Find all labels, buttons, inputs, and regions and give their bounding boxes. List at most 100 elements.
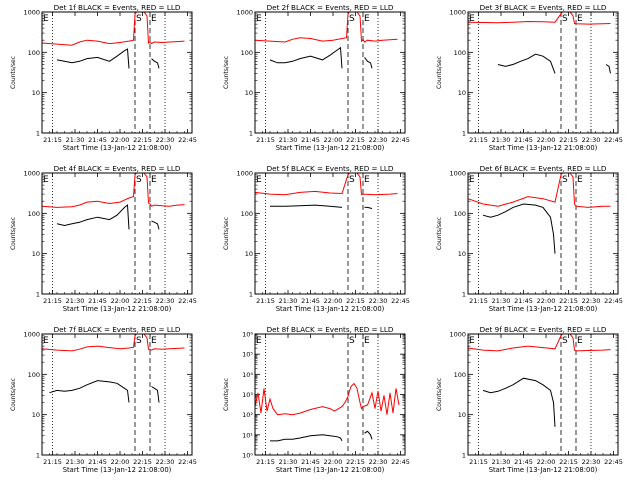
- x-tick-label: 22:30: [582, 458, 601, 466]
- y-tick-label: 100: [28, 210, 40, 218]
- x-tick-label: 21:30: [492, 136, 511, 144]
- x-tick-label: 21:30: [492, 458, 511, 466]
- y-tick-label: 100: [454, 49, 466, 57]
- x-tick-label: 22:45: [391, 297, 410, 305]
- lld-series-line: [254, 382, 400, 416]
- y-tick-label: 1000: [23, 170, 40, 178]
- events-series-line: [482, 203, 556, 254]
- lld-series-line: [254, 172, 398, 196]
- plot-frame: [467, 333, 619, 456]
- x-tick-label: 22:15: [559, 297, 578, 305]
- y-tick-label: 10: [458, 250, 466, 258]
- x-tick-label: 21:30: [279, 458, 298, 466]
- interval-marker-E: E: [256, 14, 262, 24]
- panel-title: Det 9f BLACK = Events, RED = LLD: [480, 325, 607, 334]
- y-tick-label: 10: [245, 89, 253, 97]
- interval-marker-S: S: [562, 336, 568, 346]
- events-series-line: [482, 377, 556, 427]
- x-tick-label: 22:30: [369, 136, 388, 144]
- panel-title: Det 5f BLACK = Events, RED = LLD: [267, 164, 394, 173]
- interval-marker-E: E: [577, 175, 583, 185]
- x-axis-label: Start Time (13-Jan-12 21:08:00): [489, 466, 598, 474]
- x-tick-label: 21:30: [66, 458, 85, 466]
- x-tick-label: 22:15: [559, 136, 578, 144]
- y-tick-label: 10¹: [242, 431, 253, 439]
- x-tick-label: 21:30: [279, 136, 298, 144]
- events-series-line: [56, 204, 130, 230]
- x-tick-label: 22:00: [324, 458, 343, 466]
- x-tick-label: 22:30: [156, 136, 175, 144]
- interval-marker-S: S: [136, 14, 142, 24]
- lld-series-line: [254, 11, 398, 43]
- x-tick-label: 22:45: [178, 458, 197, 466]
- y-axis-label: Counts/sec: [223, 378, 230, 411]
- x-tick-label: 21:15: [469, 136, 488, 144]
- plot-frame: [41, 333, 193, 456]
- interval-marker-E: E: [256, 336, 262, 346]
- x-tick-label: 21:45: [301, 136, 320, 144]
- x-tick-label: 22:00: [537, 458, 556, 466]
- y-tick-label: 10: [458, 89, 466, 97]
- lld-series-line: [41, 172, 185, 208]
- x-axis-label: Start Time (13-Jan-12 21:08:00): [276, 466, 385, 474]
- y-tick-label: 10: [458, 411, 466, 419]
- y-tick-label: 1000: [236, 9, 253, 17]
- x-tick-label: 22:45: [178, 136, 197, 144]
- y-axis-label: Counts/sec: [10, 56, 17, 89]
- x-tick-label: 21:15: [43, 297, 62, 305]
- panel-title: Det 6f BLACK = Events, RED = LLD: [480, 164, 607, 173]
- y-tick-label: 10⁴: [242, 371, 253, 379]
- x-tick-label: 22:15: [346, 136, 365, 144]
- panel-title: Det 3f BLACK = Events, RED = LLD: [480, 3, 607, 12]
- plot-frame: [467, 172, 619, 295]
- x-tick-label: 21:45: [514, 297, 533, 305]
- panel-title: Det 7f BLACK = Events, RED = LLD: [54, 325, 181, 334]
- y-tick-label: 1: [36, 452, 40, 460]
- y-tick-label: 100: [241, 49, 253, 57]
- panel-det-6: Det 6f BLACK = Events, RED = LLD Counts/s…: [436, 164, 623, 313]
- lld-series-line: [467, 11, 611, 25]
- panel-det-2: Det 2f BLACK = Events, RED = LLD Counts/s…: [223, 3, 410, 152]
- x-tick-label: 22:15: [133, 458, 152, 466]
- events-series-line: [605, 64, 611, 74]
- plot-frame: [41, 172, 193, 295]
- x-tick-label: 22:45: [604, 136, 623, 144]
- x-tick-label: 21:15: [256, 458, 275, 466]
- y-tick-label: 1000: [449, 9, 466, 17]
- x-tick-label: 21:45: [301, 297, 320, 305]
- y-tick-label: 10⁶: [242, 331, 253, 339]
- x-tick-label: 21:45: [88, 297, 107, 305]
- plot-frame: [467, 11, 619, 134]
- y-tick-label: 1000: [23, 331, 40, 339]
- panel-title: Det 4f BLACK = Events, RED = LLD: [54, 164, 181, 173]
- x-tick-label: 21:45: [514, 136, 533, 144]
- y-tick-label: 100: [454, 210, 466, 218]
- plot-frame: [41, 11, 193, 134]
- y-tick-label: 1: [462, 452, 466, 460]
- y-axis-label: Counts/sec: [10, 378, 17, 411]
- x-tick-label: 22:30: [582, 297, 601, 305]
- panel-det-7: Det 7f BLACK = Events, RED = LLD Counts/s…: [10, 325, 197, 474]
- x-axis-label: Start Time (13-Jan-12 21:08:00): [276, 144, 385, 152]
- y-axis-label: Counts/sec: [436, 378, 443, 411]
- y-axis-label: Counts/sec: [436, 56, 443, 89]
- x-tick-label: 22:00: [111, 136, 130, 144]
- interval-marker-E: E: [469, 336, 475, 346]
- y-axis-label: Counts/sec: [436, 217, 443, 250]
- interval-marker-S: S: [562, 14, 568, 24]
- panel-title: Det 8f BLACK = Events, RED = LLD: [267, 325, 394, 334]
- x-axis-label: Start Time (13-Jan-12 21:08:00): [276, 305, 385, 313]
- plot-frame: [254, 333, 406, 456]
- x-tick-label: 21:30: [66, 136, 85, 144]
- y-axis-label: Counts/sec: [223, 217, 230, 250]
- panel-title: Det 2f BLACK = Events, RED = LLD: [267, 3, 394, 12]
- x-tick-label: 21:30: [492, 297, 511, 305]
- plot-frame: [254, 11, 406, 134]
- x-tick-label: 22:15: [346, 458, 365, 466]
- events-series-line: [56, 48, 130, 69]
- x-tick-label: 21:45: [88, 458, 107, 466]
- x-tick-label: 22:15: [346, 297, 365, 305]
- panel-det-8: Det 8f BLACK = Events, RED = LLD Counts/s…: [223, 325, 410, 474]
- x-axis-label: Start Time (13-Jan-12 21:08:00): [63, 144, 172, 152]
